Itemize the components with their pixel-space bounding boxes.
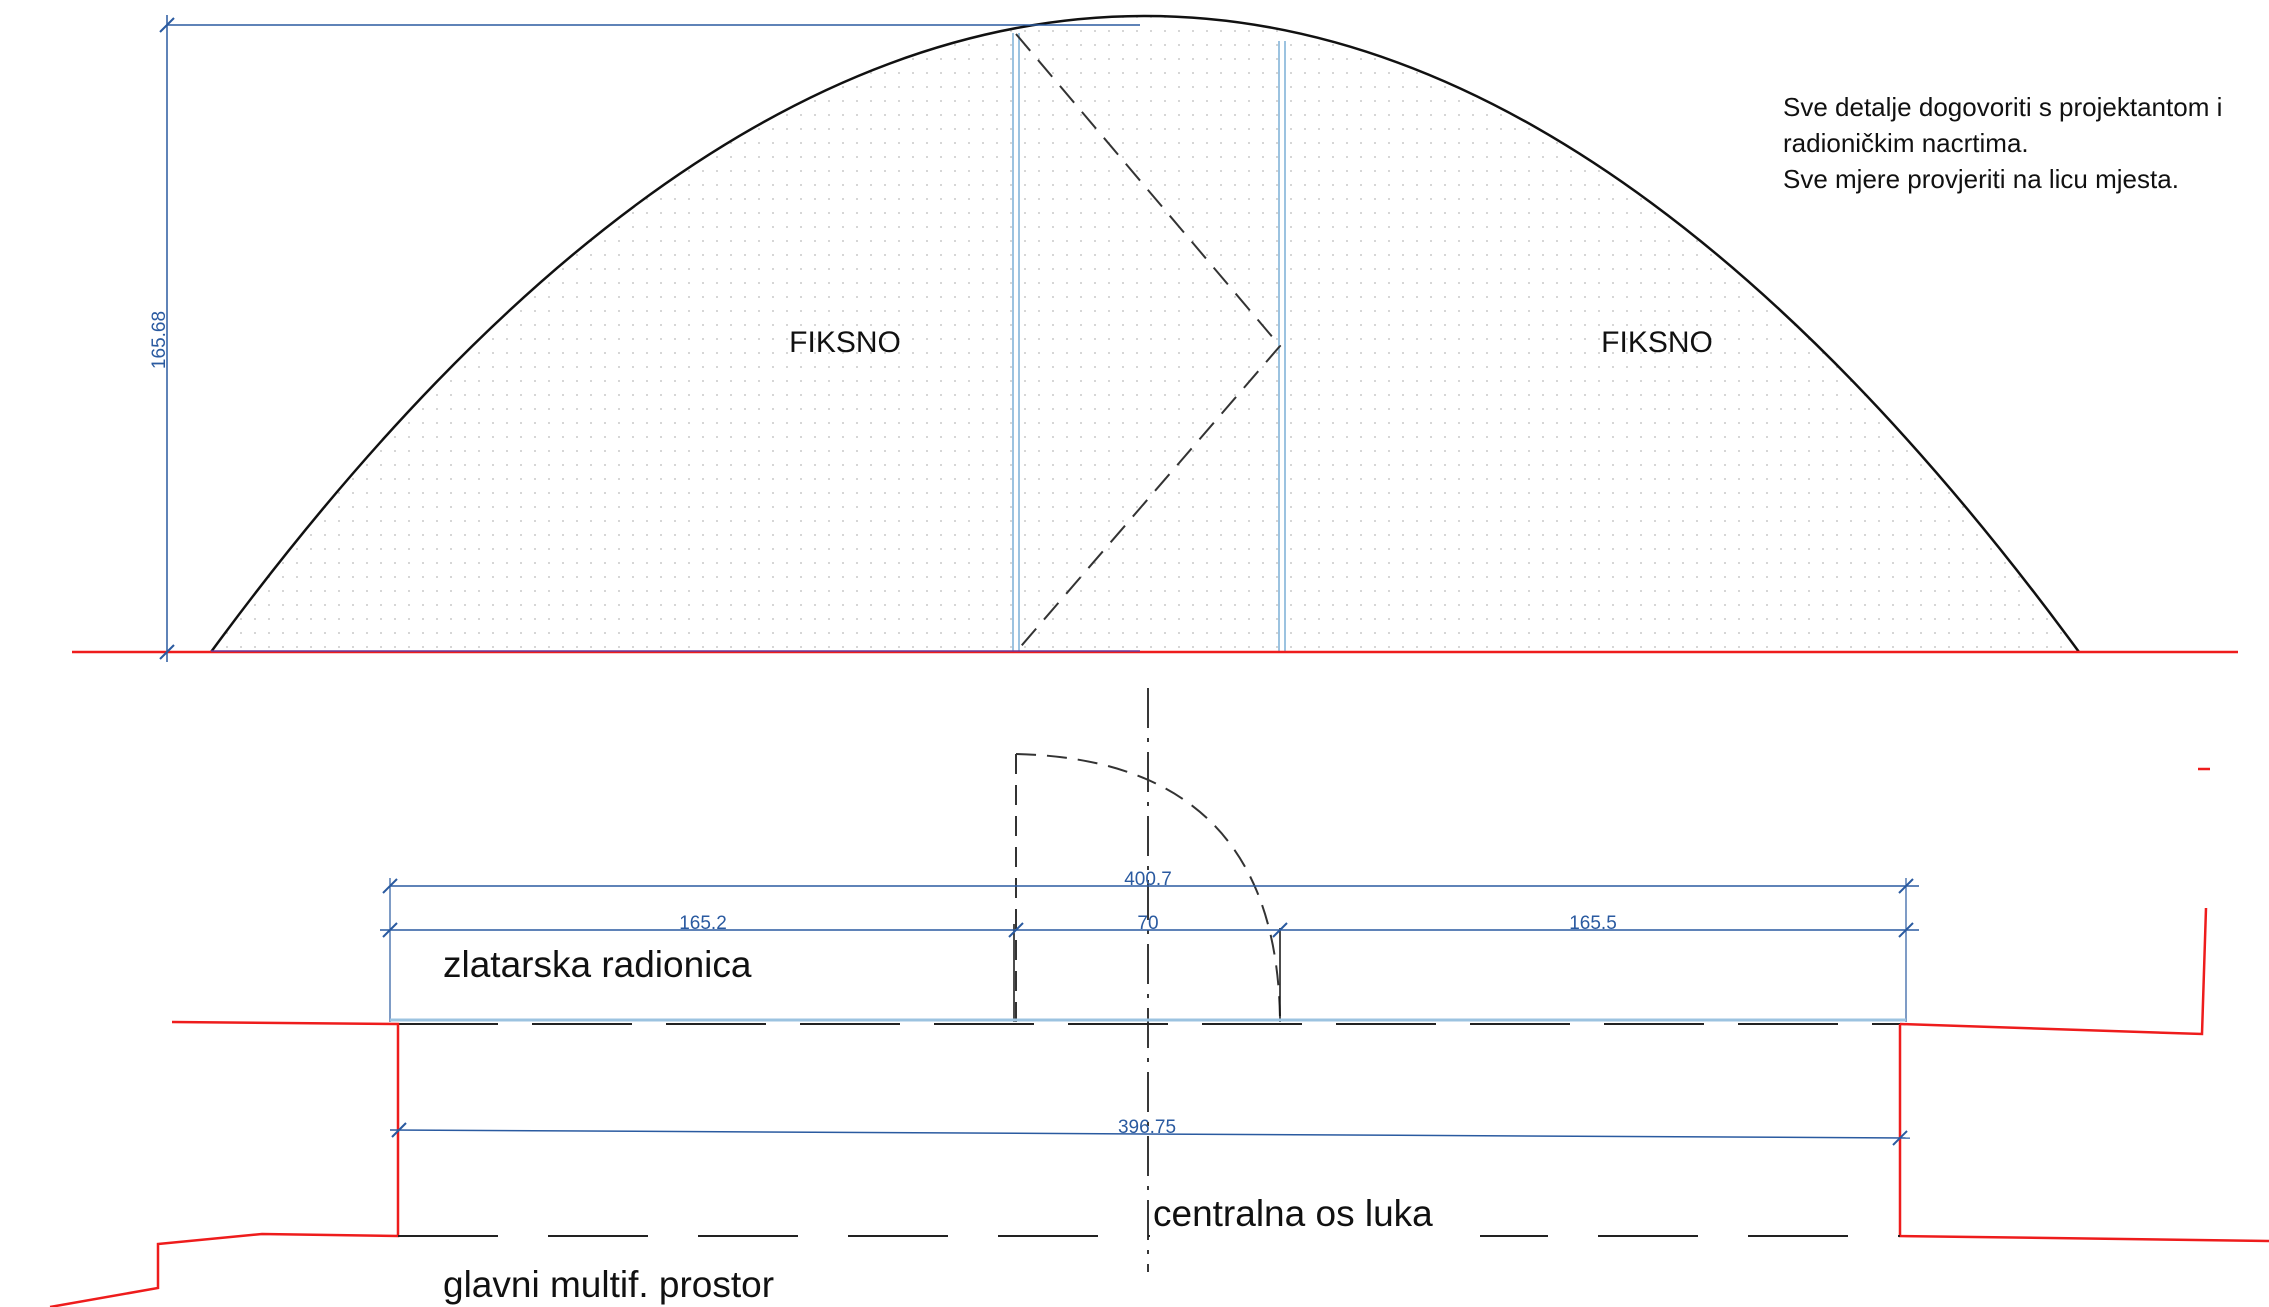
dimension-door-label: 70 — [1137, 913, 1158, 934]
note-line-1: Sve detalje dogovoriti s projektantom i — [1783, 92, 2222, 122]
wall-outline-right-lower — [1898, 1024, 2269, 1243]
height-dimension: 165.68 — [149, 15, 1140, 662]
dimension-inner-label: 396.75 — [1118, 1117, 1176, 1138]
note-line-3: Sve mjere provjeriti na licu mjesta. — [1783, 164, 2179, 194]
wall-outline-left — [49, 1020, 400, 1307]
dimension-segments: 165.2 70 165.5 — [380, 913, 1919, 938]
arch-elevation: 165.68 FIKSNO FIKSNO — [72, 14, 2238, 662]
wall-outline-right — [1899, 907, 2208, 1036]
general-notes: Sve detalje dogovoriti s projektantom i … — [1783, 92, 2222, 194]
dimension-inner: 396.75 — [389, 1117, 1911, 1146]
axis-label-mask — [1150, 1193, 1480, 1243]
note-line-2: radioničkim nacrtima. — [1783, 128, 2029, 158]
room-label-upper: zlatarska radionica — [443, 944, 752, 985]
central-axis-label: centralna os luka — [1153, 1193, 1433, 1234]
floor-plan: 400.7 165.2 70 165.5 396.75 — [49, 688, 2269, 1307]
fixed-panel-left-label: FIKSNO — [789, 326, 901, 359]
dimension-left-label: 165.2 — [679, 913, 727, 934]
dimension-overall: 400.7 — [382, 869, 1919, 1022]
room-label-lower: glavni multif. prostor — [443, 1264, 774, 1305]
fixed-panel-right-label: FIKSNO — [1601, 326, 1713, 359]
dimension-right-label: 165.5 — [1569, 913, 1617, 934]
dimension-overall-label: 400.7 — [1124, 869, 1172, 890]
door-swing-arc — [1015, 753, 1281, 1021]
door-swing-indicator — [1015, 33, 1282, 653]
height-dimension-label: 165.68 — [149, 311, 170, 369]
arch-outline — [209, 14, 2081, 653]
